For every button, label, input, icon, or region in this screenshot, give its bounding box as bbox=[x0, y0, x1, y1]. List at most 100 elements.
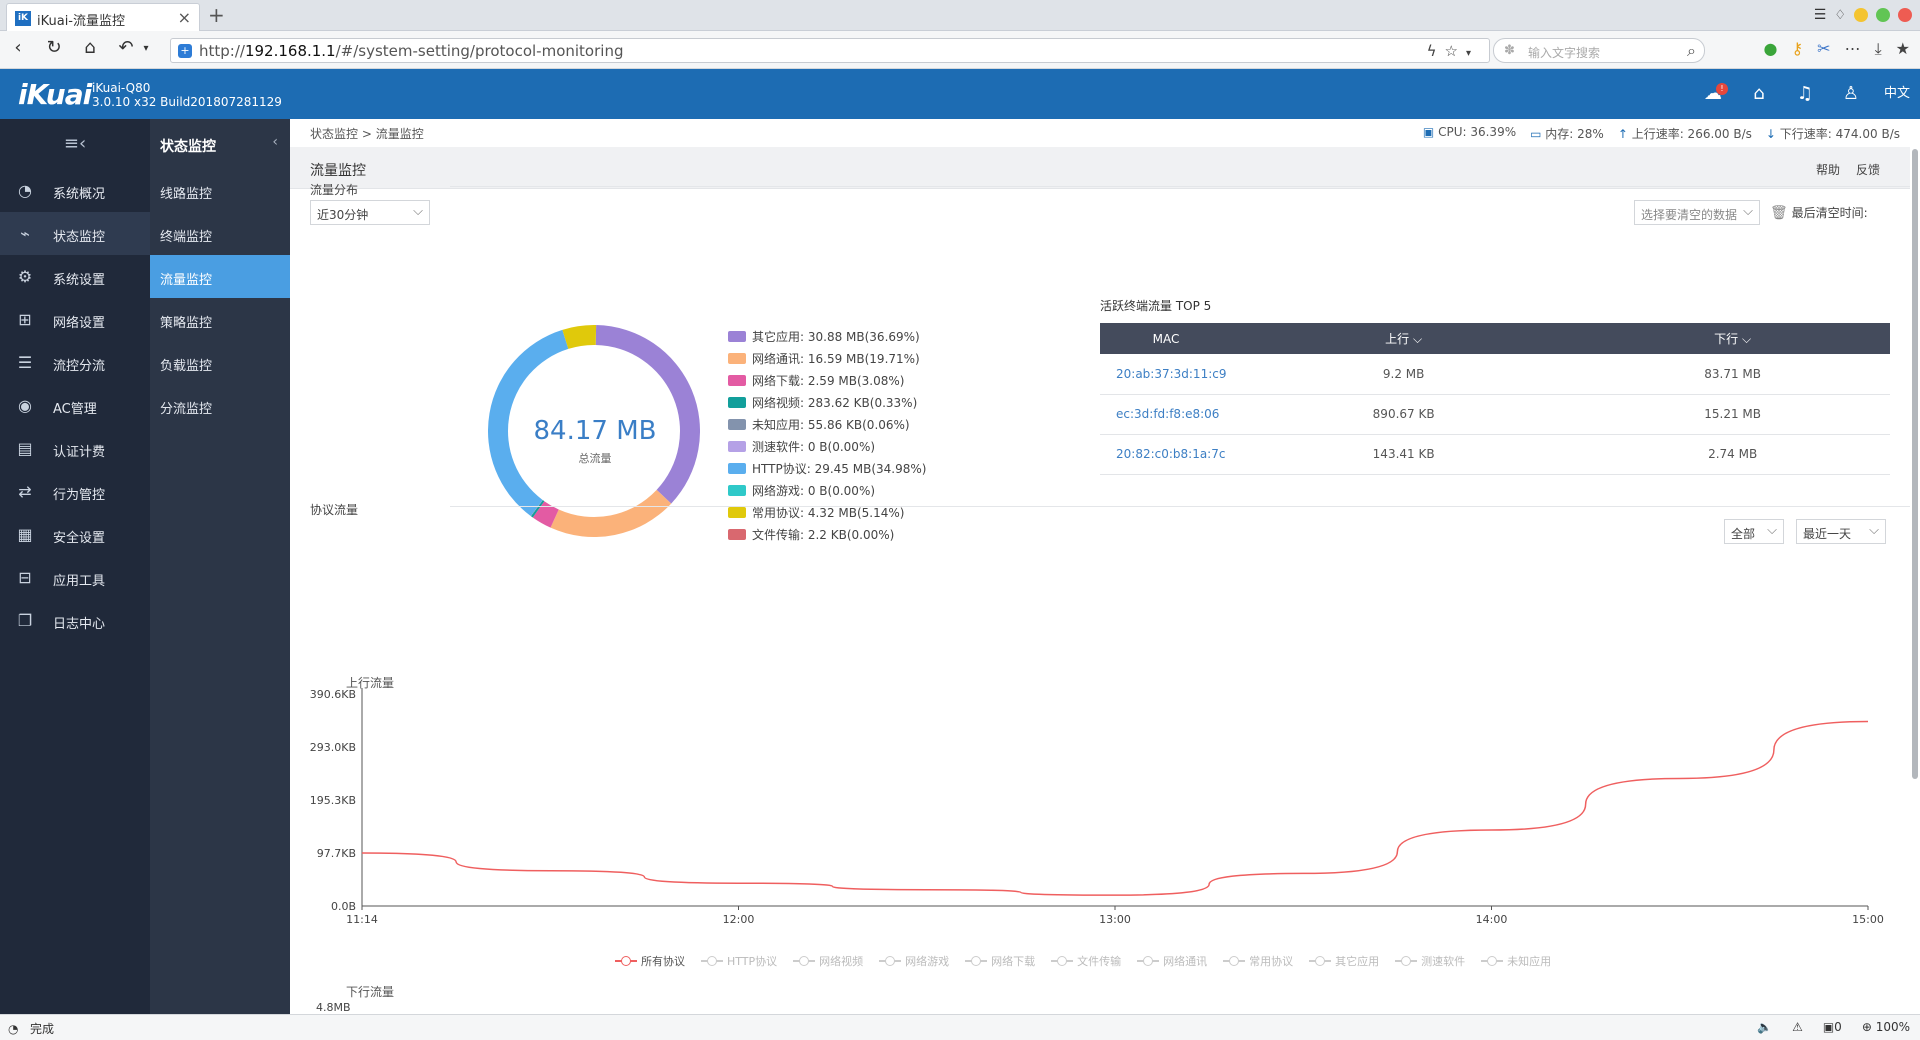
legend-item[interactable]: 网络通讯: 16.59 MB(19.71%) bbox=[728, 347, 926, 369]
upload-column-header[interactable]: 上行 ⌵ bbox=[1232, 323, 1576, 354]
legend-item[interactable]: 网络游戏: 0 B(0.00%) bbox=[728, 479, 926, 501]
subnav-split-monitor[interactable]: 分流监控 bbox=[160, 402, 213, 417]
total-traffic-label: 总流量 bbox=[578, 452, 612, 465]
nav-log-center[interactable]: ❐ 日志中心 bbox=[0, 599, 150, 642]
donut-slice[interactable] bbox=[562, 325, 597, 349]
subnav-policy-monitor[interactable]: 策略监控 bbox=[160, 316, 213, 331]
legend-item[interactable]: HTTP协议: 29.45 MB(34.98%) bbox=[728, 457, 926, 479]
collapse-submenu-icon[interactable]: ‹ bbox=[272, 134, 278, 150]
close-window-button[interactable] bbox=[1898, 8, 1912, 22]
nav-behavior-control[interactable]: ⇄ 行为管控 bbox=[0, 470, 150, 513]
skin-icon[interactable]: ♢ bbox=[1834, 7, 1846, 23]
nav-auth-billing[interactable]: ▤ 认证计费 bbox=[0, 427, 150, 470]
subnav-line-monitor[interactable]: 线路监控 bbox=[160, 187, 213, 202]
subnav-traffic-monitor[interactable]: 流量监控 bbox=[150, 255, 290, 298]
protocol-filter-select[interactable]: 全部 ⌵ bbox=[1724, 519, 1784, 544]
series-toggle[interactable]: 其它应用 bbox=[1309, 953, 1379, 969]
download-column-header[interactable]: 下行 ⌵ bbox=[1575, 323, 1890, 354]
series-toggle[interactable]: 常用协议 bbox=[1223, 953, 1293, 969]
donut-slice[interactable] bbox=[530, 499, 543, 517]
trash-icon[interactable]: 🗑 bbox=[1770, 205, 1788, 221]
search-engine-icon[interactable]: ✽ bbox=[1504, 43, 1515, 58]
zoom-level[interactable]: ⊕ 100% bbox=[1861, 1020, 1910, 1034]
maximize-button[interactable] bbox=[1876, 8, 1890, 22]
y-tick-label: 390.6KB bbox=[310, 688, 356, 701]
donut-slice[interactable] bbox=[595, 325, 700, 504]
subnav-terminal-monitor[interactable]: 终端监控 bbox=[160, 230, 213, 245]
series-line-all-protocols[interactable] bbox=[361, 720, 1869, 896]
nav-app-tools[interactable]: ⊟ 应用工具 bbox=[0, 556, 150, 599]
series-toggle[interactable]: HTTP协议 bbox=[701, 953, 777, 969]
cloud-icon[interactable]: ☁! bbox=[1690, 69, 1736, 119]
breadcrumb-parent[interactable]: 状态监控 bbox=[310, 127, 359, 141]
legend-item[interactable]: 文件传输: 2.2 KB(0.00%) bbox=[728, 523, 926, 545]
donut-slice[interactable] bbox=[550, 489, 672, 537]
mac-link[interactable]: 20:82:c0:b8:1a:7c bbox=[1100, 434, 1232, 475]
back-icon[interactable]: ‹ bbox=[14, 37, 22, 58]
legend-item[interactable]: 网络视频: 283.62 KB(0.33%) bbox=[728, 391, 926, 413]
series-toggle[interactable]: 测速软件 bbox=[1395, 953, 1465, 969]
address-bar[interactable]: + http://192.168.1.1/#/system-setting/pr… bbox=[170, 38, 1490, 63]
series-toggle[interactable]: 网络下载 bbox=[965, 953, 1035, 969]
time-range-select[interactable]: 最近一天 ⌵ bbox=[1796, 519, 1886, 544]
nav-ac-management[interactable]: ◉ AC管理 bbox=[0, 384, 150, 427]
browser-tab[interactable]: iK iKuai-流量监控 × bbox=[6, 3, 200, 31]
language-switch[interactable]: 中文 bbox=[1883, 86, 1910, 101]
home-icon[interactable]: ⌂ bbox=[84, 37, 96, 58]
browser-search-box[interactable]: ✽ 输入文字搜索 ⌕ bbox=[1493, 38, 1705, 63]
period-select[interactable]: 近30分钟 ⌵ bbox=[310, 200, 430, 225]
close-tab-icon[interactable]: × bbox=[177, 8, 191, 27]
favorites-icon[interactable]: ★ bbox=[1895, 39, 1910, 58]
download-counter[interactable]: ▣0 bbox=[1822, 1020, 1842, 1034]
series-toggle[interactable]: 所有协议 bbox=[615, 953, 685, 969]
minimize-button[interactable] bbox=[1854, 8, 1868, 22]
new-tab-icon[interactable]: + bbox=[208, 3, 225, 27]
page-scrollbar[interactable] bbox=[1912, 149, 1918, 779]
nav-system-settings[interactable]: ⚙ 系统设置 bbox=[0, 255, 150, 298]
flash-icon[interactable]: ϟ bbox=[1426, 42, 1445, 60]
reload-icon[interactable]: ↻ bbox=[46, 37, 62, 58]
legend-item[interactable]: 其它应用: 30.88 MB(36.69%) bbox=[728, 325, 926, 347]
mac-link[interactable]: ec:3d:fd:f8:e8:06 bbox=[1100, 394, 1232, 435]
nav-flow-control[interactable]: ☰ 流控分流 bbox=[0, 341, 150, 384]
feedback-link[interactable]: 反馈 bbox=[1855, 163, 1880, 177]
bookmark-star-icon[interactable]: ☆ bbox=[1444, 42, 1466, 60]
scissors-icon[interactable]: ✂ bbox=[1817, 39, 1831, 58]
menu-collapse-icon[interactable]: ≡‹ bbox=[63, 133, 87, 154]
series-toggle[interactable]: 网络通讯 bbox=[1137, 953, 1207, 969]
address-dropdown-icon[interactable]: ▾ bbox=[1465, 48, 1479, 59]
donut-slice[interactable] bbox=[532, 501, 559, 528]
subnav-load-monitor[interactable]: 负载监控 bbox=[160, 359, 213, 374]
legend-item[interactable]: 网络下载: 2.59 MB(3.08%) bbox=[728, 369, 926, 391]
legend-item[interactable]: 常用协议: 4.32 MB(5.14%) bbox=[728, 501, 926, 523]
extension-key-icon[interactable]: ⚷ bbox=[1791, 39, 1804, 58]
search-icon[interactable]: ⌕ bbox=[1687, 41, 1696, 60]
download-icon[interactable]: ⤓ bbox=[1874, 39, 1882, 58]
undo-dropdown-icon[interactable]: ▾ bbox=[143, 43, 149, 54]
series-toggle[interactable]: 网络视频 bbox=[793, 953, 863, 969]
speaker-icon[interactable]: 🔈 bbox=[1757, 1020, 1773, 1034]
extension-green-icon[interactable]: ● bbox=[1763, 39, 1778, 58]
mac-link[interactable]: 20:ab:37:3d:11:c9 bbox=[1100, 354, 1232, 395]
donut-slice[interactable] bbox=[488, 329, 569, 516]
bell-icon[interactable]: ♫ bbox=[1796, 83, 1814, 104]
sliders-icon: ☰ bbox=[17, 353, 33, 372]
legend-item[interactable]: 未知应用: 55.86 KB(0.06%) bbox=[728, 413, 926, 435]
help-link[interactable]: 帮助 bbox=[1815, 163, 1840, 177]
network-status-icon[interactable]: ⚠ bbox=[1792, 1020, 1803, 1034]
legend-item[interactable]: 测速软件: 0 B(0.00%) bbox=[728, 435, 926, 457]
series-toggle[interactable]: 网络游戏 bbox=[879, 953, 949, 969]
nav-system-overview[interactable]: ◔ 系统概况 bbox=[0, 169, 150, 212]
undo-icon[interactable]: ↶ bbox=[118, 37, 134, 58]
donut-slice[interactable] bbox=[530, 500, 545, 518]
nav-security[interactable]: ▦ 安全设置 bbox=[0, 513, 150, 556]
series-toggle[interactable]: 未知应用 bbox=[1481, 953, 1551, 969]
series-toggle[interactable]: 文件传输 bbox=[1051, 953, 1121, 969]
user-icon[interactable]: ♙ bbox=[1842, 83, 1860, 104]
more-icon[interactable]: ⋯ bbox=[1844, 39, 1861, 58]
home-icon[interactable]: ⌂ bbox=[1753, 83, 1765, 104]
menu-icon[interactable]: ☰ bbox=[1813, 7, 1827, 23]
clear-data-select[interactable]: 选择要清空的数据 ⌵ bbox=[1634, 200, 1760, 225]
nav-network-settings[interactable]: ⊞ 网络设置 bbox=[0, 298, 150, 341]
nav-status-monitor[interactable]: ⌁ 状态监控 bbox=[0, 212, 150, 255]
